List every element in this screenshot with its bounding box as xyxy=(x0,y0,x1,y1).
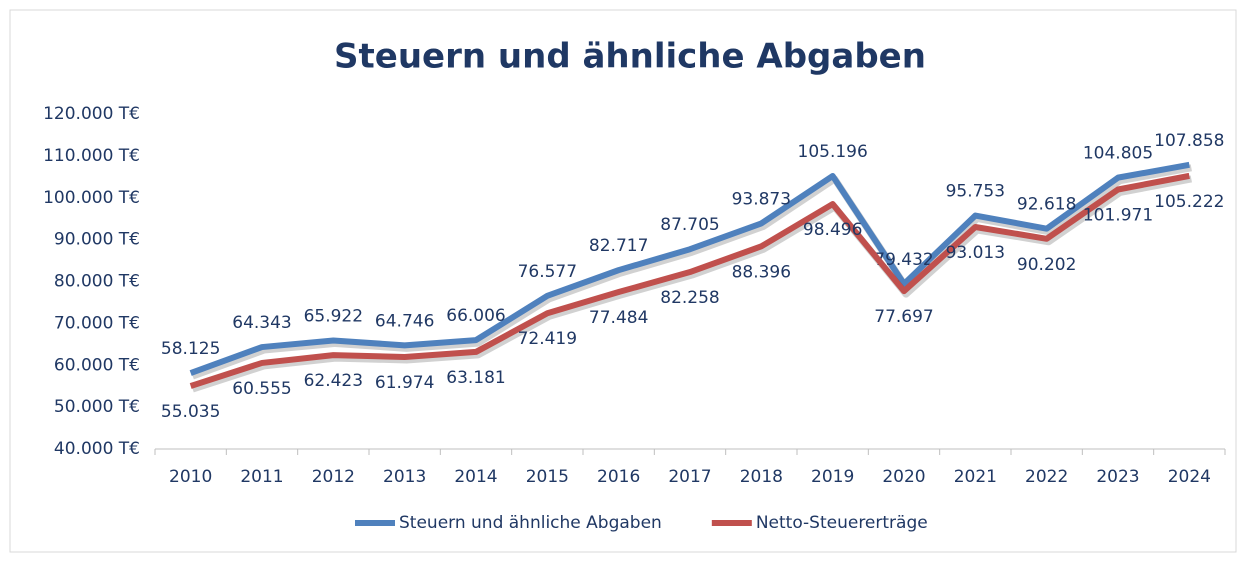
data-label: 55.035 xyxy=(161,402,220,422)
x-tick-label: 2014 xyxy=(454,467,497,487)
data-label: 107.858 xyxy=(1154,131,1224,151)
data-label: 60.555 xyxy=(232,379,291,399)
data-label: 104.805 xyxy=(1083,144,1153,164)
legend-label: Steuern und ähnliche Abgaben xyxy=(399,513,662,533)
data-label: 82.717 xyxy=(589,236,648,256)
data-label: 72.419 xyxy=(518,329,577,349)
chart-title: Steuern und ähnliche Abgaben xyxy=(334,37,926,77)
x-tick-label: 2020 xyxy=(882,467,925,487)
x-tick-label: 2019 xyxy=(811,467,854,487)
legend-label: Netto-Steuererträge xyxy=(756,513,928,533)
data-label: 87.705 xyxy=(660,215,719,235)
data-label: 105.222 xyxy=(1154,192,1224,212)
data-label: 76.577 xyxy=(518,262,577,282)
x-tick-label: 2021 xyxy=(954,467,997,487)
data-label: 79.432 xyxy=(874,250,933,270)
y-tick-label: 40.000 T€ xyxy=(54,439,140,459)
chart-border xyxy=(9,9,1237,553)
data-label: 64.746 xyxy=(375,311,434,331)
y-tick-label: 60.000 T€ xyxy=(54,355,140,375)
y-tick-label: 70.000 T€ xyxy=(54,313,140,333)
data-label: 88.396 xyxy=(732,262,791,282)
y-tick-label: 110.000 T€ xyxy=(43,146,140,166)
data-label: 65.922 xyxy=(304,306,363,326)
y-tick-label: 50.000 T€ xyxy=(54,397,140,417)
series-line xyxy=(189,172,1190,389)
x-tick-label: 2022 xyxy=(1025,467,1068,487)
x-tick-label: 2012 xyxy=(312,467,355,487)
data-label: 58.125 xyxy=(161,339,220,359)
data-label: 63.181 xyxy=(446,368,505,388)
data-label: 101.971 xyxy=(1083,205,1153,225)
x-tick-label: 2016 xyxy=(597,467,640,487)
data-label: 95.753 xyxy=(946,182,1005,202)
data-label: 77.484 xyxy=(589,308,648,328)
x-tick-label: 2011 xyxy=(240,467,283,487)
data-label: 93.873 xyxy=(732,189,791,209)
x-tick-label: 2018 xyxy=(740,467,783,487)
data-label: 66.006 xyxy=(446,306,505,326)
data-label: 98.496 xyxy=(803,220,862,240)
data-label: 90.202 xyxy=(1017,255,1076,275)
x-tick-label: 2024 xyxy=(1168,467,1211,487)
data-label: 105.196 xyxy=(798,142,868,162)
series-line xyxy=(189,161,1190,376)
y-tick-label: 80.000 T€ xyxy=(54,272,140,292)
x-tick-label: 2017 xyxy=(668,467,711,487)
x-tick-label: 2013 xyxy=(383,467,426,487)
x-tick-label: 2023 xyxy=(1096,467,1139,487)
data-label: 64.343 xyxy=(232,313,291,333)
y-tick-label: 100.000 T€ xyxy=(43,188,140,208)
x-tick-label: 2010 xyxy=(169,467,212,487)
y-tick-label: 90.000 T€ xyxy=(54,230,140,250)
y-tick-label: 120.000 T€ xyxy=(43,104,140,124)
data-label: 61.974 xyxy=(375,373,434,393)
data-label: 82.258 xyxy=(660,288,719,308)
x-tick-label: 2015 xyxy=(526,467,569,487)
data-label: 92.618 xyxy=(1017,195,1076,215)
data-label: 62.423 xyxy=(304,371,363,391)
data-label: 77.697 xyxy=(874,307,933,327)
data-label: 93.013 xyxy=(946,243,1005,263)
